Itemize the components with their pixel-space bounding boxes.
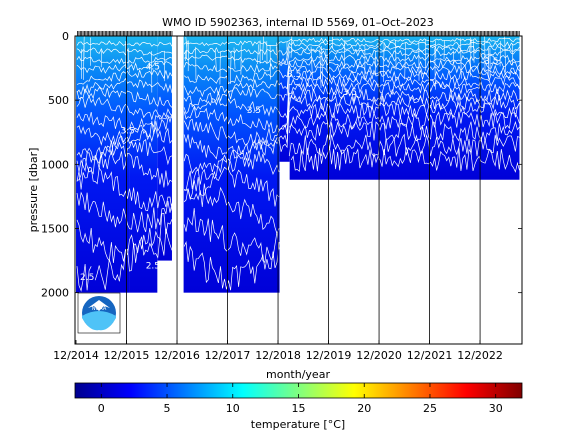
colorbar-label: temperature [°C] [251,418,345,431]
isotherm-streak [404,42,406,80]
contour-label: 3.5 [287,70,301,80]
isotherm-streak [504,36,507,73]
isotherm-streak [184,50,187,61]
isotherm-line [76,133,520,263]
x-tick-label: 12/2017 [205,349,251,362]
isotherm-line [76,69,520,121]
isotherm-streak [383,42,385,82]
isotherm-streak [460,38,462,79]
isotherm-line [76,81,520,146]
isotherm-line [76,75,520,134]
isotherm-streak [230,50,232,84]
x-tick-label: 12/2015 [104,349,150,362]
isotherm-streak [395,40,397,70]
heat-segment [183,36,280,293]
x-tick-label: 12/2014 [53,349,99,362]
isotherm-line [76,147,520,292]
isotherm-streak [215,50,217,72]
isotherm-streak [319,49,322,88]
contour-label: 2.5 [80,273,94,283]
x-tick-label: 12/2019 [306,349,352,362]
noaa-logo: NOAA [77,292,121,334]
colorbar-tick-label: 20 [357,402,371,415]
isotherm-streak [325,50,328,71]
contour-label: 3.5 [120,127,134,137]
plot-frame [74,35,523,345]
isotherm-streak [321,46,324,86]
colorbar-tick-label: 0 [98,402,105,415]
isotherm-streak [127,47,130,73]
isotherm-streak [469,37,471,52]
isotherm-streak [434,48,436,90]
y-tick-label: 1000 [41,158,69,171]
isotherm-streak [83,44,85,80]
contour-label: 3.5 [343,88,357,98]
colorbar-ticks: 0 5 10 15 20 25 30 [98,383,503,415]
year-gridlines [126,36,481,344]
isotherm-contours [76,36,520,292]
colorbar: 0 5 10 15 20 25 30 temperature [°C] [74,382,523,431]
isotherm-line [76,45,520,65]
isotherm-line [76,59,520,98]
isotherm-streak [290,36,293,58]
x-axis-label: month/year [266,368,330,381]
isotherm-streak [511,43,514,66]
y-axis-label: pressure [dbar] [27,148,40,233]
colorbar-tick-label: 10 [226,402,240,415]
colorbar-tick-label: 15 [292,402,306,415]
colorbar-tick-label: 30 [489,402,503,415]
isotherm-streak [276,46,279,64]
y-tick-label: 2000 [41,287,69,300]
y-tick-label: 500 [48,94,69,107]
isotherm-streak [233,47,236,70]
x-tick-label: 12/2020 [356,349,402,362]
contour-label: 4.5 [146,62,160,72]
noaa-logo-text: NOAA [92,306,107,312]
y-tick-label: 1500 [41,223,69,236]
isotherm-streak [100,49,103,68]
x-tick-label: 12/2022 [457,349,503,362]
isotherm-line [76,101,520,191]
isotherm-streak [310,46,313,75]
contour-labels: 2.5 2.5 3.5 3.5 3.5 3.5 3.5 4.5 [80,57,498,283]
plot-area: 2.5 2.5 3.5 3.5 3.5 3.5 3.5 4.5 NOAA [74,31,523,345]
colorbar-tick-label: 5 [164,402,171,415]
isotherm-line [76,37,520,47]
x-axis: 12/2014 12/2015 12/2016 12/2017 12/2018 12/20… [53,340,503,362]
chart-title: WMO ID 5902363, internal ID 5569, 01–Oct… [162,16,434,29]
isotherm-line [76,49,520,74]
isotherm-line [76,94,520,174]
isotherm-streak [469,39,472,77]
isotherm-line [76,54,520,85]
y-tick-label: 0 [62,30,69,43]
isotherm-streak [257,44,259,64]
x-tick-label: 12/2018 [255,349,301,362]
y-axis: 0 500 1000 1500 2000 [41,30,522,300]
colorbar-tick-label: 25 [423,402,437,415]
isotherm-streak [443,40,445,60]
contour-label: 2.5 [146,261,160,271]
contour-label: 3.5 [247,106,261,116]
contour-label: 3.5 [484,57,498,67]
x-tick-label: 12/2021 [407,349,453,362]
isotherm-streak [185,36,188,51]
profile-tick-marks [77,31,520,36]
isotherm-line [76,120,520,235]
isotherm-streak [473,39,475,63]
heat-segment [279,36,290,162]
isotherm-streak [262,36,264,61]
x-tick-label: 12/2016 [154,349,200,362]
